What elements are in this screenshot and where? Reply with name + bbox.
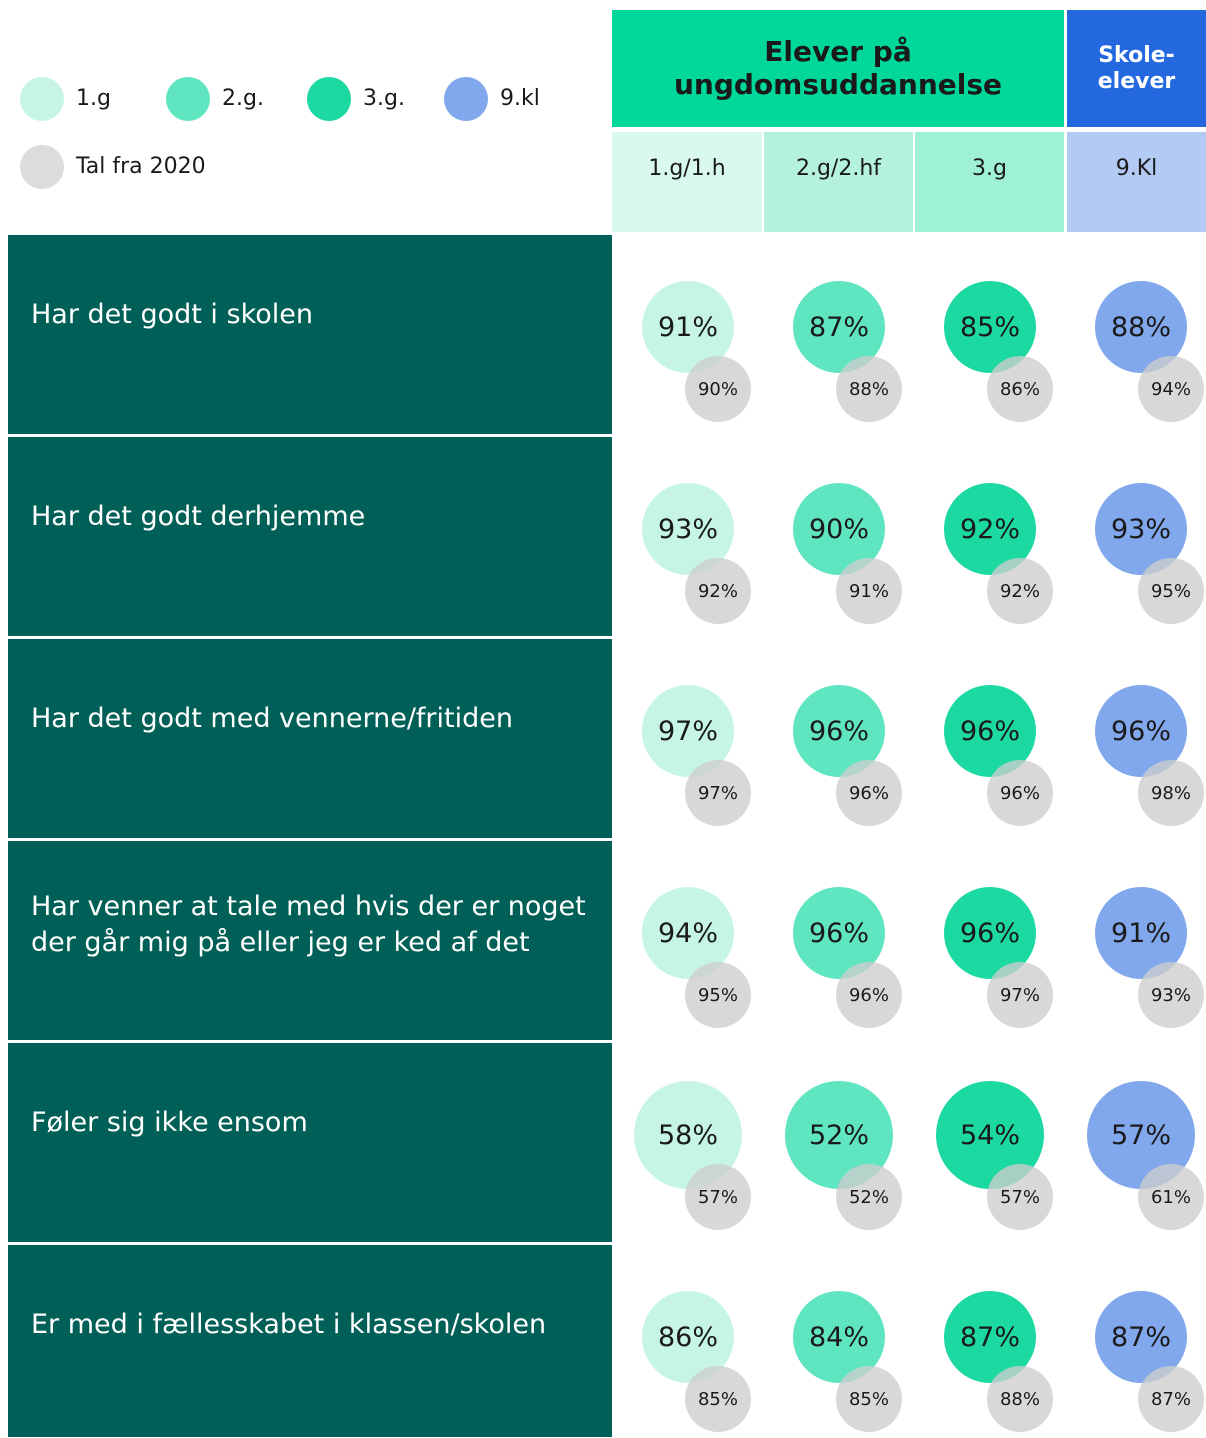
row-label-line: Har venner at tale med hvis der er noget (31, 891, 586, 922)
value-2020-bubble: 85% (836, 1366, 902, 1432)
legend-label: 9.kl (500, 86, 540, 111)
legend-swatch (444, 77, 488, 121)
legend-swatch (166, 77, 210, 121)
value-2020-bubble: 90% (685, 356, 751, 422)
row-label: Er med i fællesskabet i klassen/skolen (8, 1245, 612, 1437)
value-bubble: 84% (793, 1291, 885, 1383)
value-2020-bubble: 95% (1138, 558, 1204, 624)
row-label: Føler sig ikke ensom (8, 1043, 612, 1242)
value-2020-bubble: 94% (1138, 356, 1204, 422)
value-2020-bubble: 92% (987, 558, 1053, 624)
value-bubble: 52% (785, 1081, 893, 1189)
value-2020-bubble: 98% (1138, 760, 1204, 826)
row-label: Har venner at tale med hvis der er noget… (8, 841, 612, 1040)
value-2020-bubble: 96% (836, 962, 902, 1028)
group-header-line: elever (1097, 68, 1176, 94)
column-header: 2.g/2.hf (764, 132, 913, 232)
group-header: Elever på ungdomsuddannelse (612, 10, 1064, 127)
value-2020-bubble: 88% (836, 356, 902, 422)
value-2020-bubble: 91% (836, 558, 902, 624)
row-label: Har det godt med vennerne/fritiden (8, 639, 612, 838)
value-2020-bubble: 57% (987, 1164, 1053, 1230)
legend-swatch (20, 77, 64, 121)
legend-label: 1.g (76, 86, 111, 111)
value-bubble: 96% (793, 685, 885, 777)
value-2020-bubble: 57% (685, 1164, 751, 1230)
group-header-line: ungdomsuddannelse (673, 67, 1003, 101)
group-header: Skole-elever (1067, 10, 1206, 127)
legend-swatch (307, 77, 351, 121)
value-2020-bubble: 86% (987, 356, 1053, 422)
value-2020-bubble: 87% (1138, 1366, 1204, 1432)
value-bubble: 87% (793, 281, 885, 373)
legend-swatch (20, 145, 64, 189)
row-label: Har det godt derhjemme (8, 437, 612, 636)
row-label-line: Har det godt derhjemme (31, 501, 366, 532)
group-header-line: Elever på (764, 35, 912, 69)
row-label-line: Har det godt i skolen (31, 299, 313, 330)
value-2020-bubble: 88% (987, 1366, 1053, 1432)
row-label-line: Er med i fællesskabet i klassen/skolen (31, 1309, 547, 1340)
value-2020-bubble: 93% (1138, 962, 1204, 1028)
value-2020-bubble: 61% (1138, 1164, 1204, 1230)
value-2020-bubble: 92% (685, 558, 751, 624)
legend-label: Tal fra 2020 (76, 154, 206, 179)
value-2020-bubble: 96% (836, 760, 902, 826)
row-label: Har det godt i skolen (8, 235, 612, 434)
value-2020-bubble: 95% (685, 962, 751, 1028)
value-2020-bubble: 97% (987, 962, 1053, 1028)
row-label-line: Har det godt med vennerne/fritiden (31, 703, 513, 734)
value-2020-bubble: 96% (987, 760, 1053, 826)
column-header: 1.g/1.h (612, 132, 762, 232)
value-bubble: 87% (944, 1291, 1036, 1383)
legend-label: 3.g. (363, 86, 405, 111)
value-bubble: 94% (642, 887, 734, 979)
row-label-line: der går mig på eller jeg er ked af det (31, 927, 530, 958)
value-2020-bubble: 52% (836, 1164, 902, 1230)
column-header: 3.g (915, 132, 1064, 232)
row-label-line: Føler sig ikke ensom (31, 1107, 308, 1138)
column-header: 9.Kl (1067, 132, 1206, 232)
legend-label: 2.g. (222, 86, 264, 111)
group-header-line: Skole- (1098, 43, 1175, 69)
value-2020-bubble: 85% (685, 1366, 751, 1432)
value-2020-bubble: 97% (685, 760, 751, 826)
